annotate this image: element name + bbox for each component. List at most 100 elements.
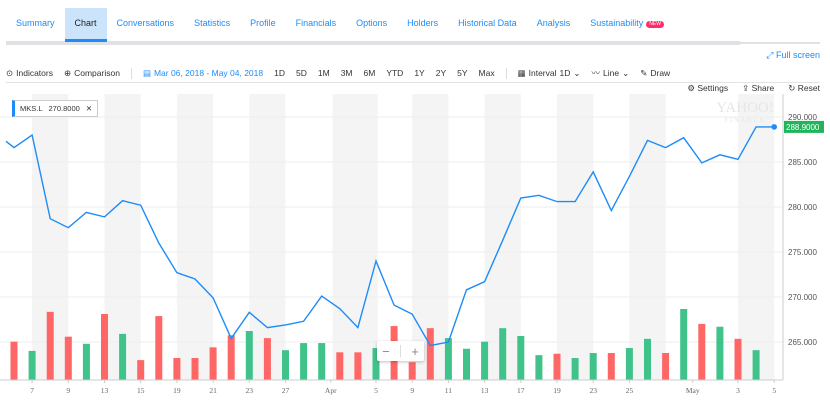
- range-3m[interactable]: 3M: [340, 68, 353, 78]
- volume-bar: [46, 311, 54, 380]
- volume-bar: [191, 357, 199, 380]
- tab-label: Chart: [74, 18, 97, 28]
- x-tick-label: 5: [772, 386, 776, 395]
- indicators-button[interactable]: ⊙ Indicators: [6, 68, 53, 79]
- yahoo-finance-watermark: FINANCE: [725, 116, 766, 124]
- pencil-icon: ✎: [640, 67, 648, 78]
- date-range-button[interactable]: ▤ Mar 06, 2018 - May 04, 2018: [143, 68, 263, 79]
- x-tick-label: 23: [589, 386, 597, 395]
- volume-bar: [481, 341, 489, 380]
- expand-icon: ⤢: [766, 50, 774, 60]
- tab-conversations[interactable]: Conversations: [107, 8, 185, 42]
- tab-statistics[interactable]: Statistics: [184, 8, 240, 42]
- y-tick-label: 290.000: [788, 113, 817, 122]
- range-2y[interactable]: 2Y: [435, 68, 447, 78]
- series-legend: MKS.L 270.8000 ✕: [12, 100, 99, 117]
- volume-bar: [101, 313, 108, 380]
- range-1y[interactable]: 1Y: [414, 68, 425, 78]
- zoom-controls: − +: [377, 341, 424, 361]
- volume-bar: [644, 338, 651, 380]
- tab-label: Sustainability: [590, 18, 644, 28]
- volume-bar: [336, 352, 344, 380]
- week-band: [332, 94, 378, 380]
- comparison-button[interactable]: ⊕ Comparison: [64, 68, 120, 79]
- tab-financials[interactable]: Financials: [286, 8, 347, 42]
- y-tick-label: 270.000: [788, 293, 817, 302]
- chart-actions: ⚙ Settings ⇪ Share ↻ Reset: [687, 83, 820, 94]
- tab-holders[interactable]: Holders: [397, 8, 448, 42]
- tab-options[interactable]: Options: [346, 8, 397, 42]
- y-tick-label: 285.000: [788, 158, 817, 167]
- volume-bar: [499, 328, 507, 380]
- range-1m[interactable]: 1M: [317, 68, 330, 78]
- volume-bar: [119, 333, 127, 380]
- tab-analysis[interactable]: Analysis: [527, 8, 581, 42]
- week-band: [176, 94, 214, 380]
- full-screen-button[interactable]: ⤢ Full screen: [766, 50, 820, 61]
- tab-summary[interactable]: Summary: [6, 8, 65, 42]
- chart-type-dropdown[interactable]: 〰 Line ⌄: [592, 67, 630, 79]
- volume-bar: [698, 323, 706, 380]
- range-5y[interactable]: 5Y: [457, 68, 468, 78]
- tab-profile[interactable]: Profile: [240, 8, 286, 42]
- volume-bar: [625, 348, 633, 380]
- tab-label: Historical Data: [458, 18, 517, 28]
- reset-icon: ↻: [788, 83, 796, 93]
- tab-underline-bar-end: [740, 42, 820, 44]
- volume-bar: [408, 362, 416, 380]
- divider: [505, 67, 507, 79]
- reset-button[interactable]: ↻ Reset: [788, 83, 820, 94]
- volume-bar: [463, 348, 470, 380]
- zoom-out-button[interactable]: −: [382, 343, 390, 359]
- tab-historical-data[interactable]: Historical Data: [448, 8, 527, 42]
- last-price-label: 288.9000: [786, 123, 820, 132]
- tab-chart[interactable]: Chart: [64, 8, 107, 42]
- volume-bar: [245, 331, 253, 380]
- volume-bar: [227, 335, 235, 380]
- draw-button[interactable]: ✎ Draw: [640, 68, 670, 79]
- y-tick-label: 280.000: [788, 203, 817, 212]
- range-5d[interactable]: 5D: [296, 68, 307, 78]
- chart-type-label: Line: [603, 68, 620, 78]
- tab-bar: Summary Chart Conversations Statistics Profi…: [6, 8, 674, 42]
- tab-label: Conversations: [116, 18, 175, 28]
- interval-dropdown[interactable]: ▦ Interval 1D ⌄: [518, 68, 581, 79]
- x-tick-label: 13: [101, 386, 109, 395]
- zoom-in-button[interactable]: +: [411, 343, 419, 359]
- share-button[interactable]: ⇪ Share: [742, 83, 774, 94]
- close-icon[interactable]: ✕: [85, 104, 93, 113]
- tab-underline-bar: [6, 41, 740, 45]
- last-price-dot: [771, 124, 777, 130]
- volume-bar: [155, 316, 163, 380]
- x-tick-label: 13: [481, 386, 489, 395]
- line-chart-icon: 〰: [591, 68, 601, 78]
- volume-bar: [372, 348, 380, 380]
- volume-bar: [300, 343, 308, 380]
- range-6m[interactable]: 6M: [363, 68, 376, 78]
- plus-circle-icon: ⊕: [63, 67, 72, 78]
- volume-bar: [535, 355, 543, 380]
- volume-bar: [64, 336, 72, 380]
- volume-bar: [517, 335, 525, 380]
- tab-sustainability[interactable]: Sustainability NEW: [580, 8, 674, 42]
- range-1d[interactable]: 1D: [274, 68, 285, 78]
- volume-bar: [282, 350, 289, 380]
- tab-label: Financials: [295, 18, 337, 28]
- range-max[interactable]: Max: [478, 68, 495, 78]
- share-icon: ⇪: [742, 83, 750, 93]
- x-tick-label: 27: [282, 386, 290, 395]
- settings-label: Settings: [697, 83, 729, 93]
- volume-bar: [607, 353, 615, 380]
- last-price-tag: [784, 120, 824, 133]
- tab-label: Summary: [16, 18, 55, 28]
- calendar-icon: ▤: [142, 67, 151, 78]
- interval-value: 1D: [559, 68, 571, 78]
- x-tick-label: 15: [137, 386, 145, 395]
- settings-button[interactable]: ⚙ Settings: [687, 83, 728, 94]
- volume-bar: [734, 338, 742, 380]
- x-tick-label: 23: [246, 386, 254, 395]
- range-ytd[interactable]: YTD: [386, 68, 404, 78]
- tab-label: Options: [356, 18, 388, 28]
- week-band: [738, 94, 775, 380]
